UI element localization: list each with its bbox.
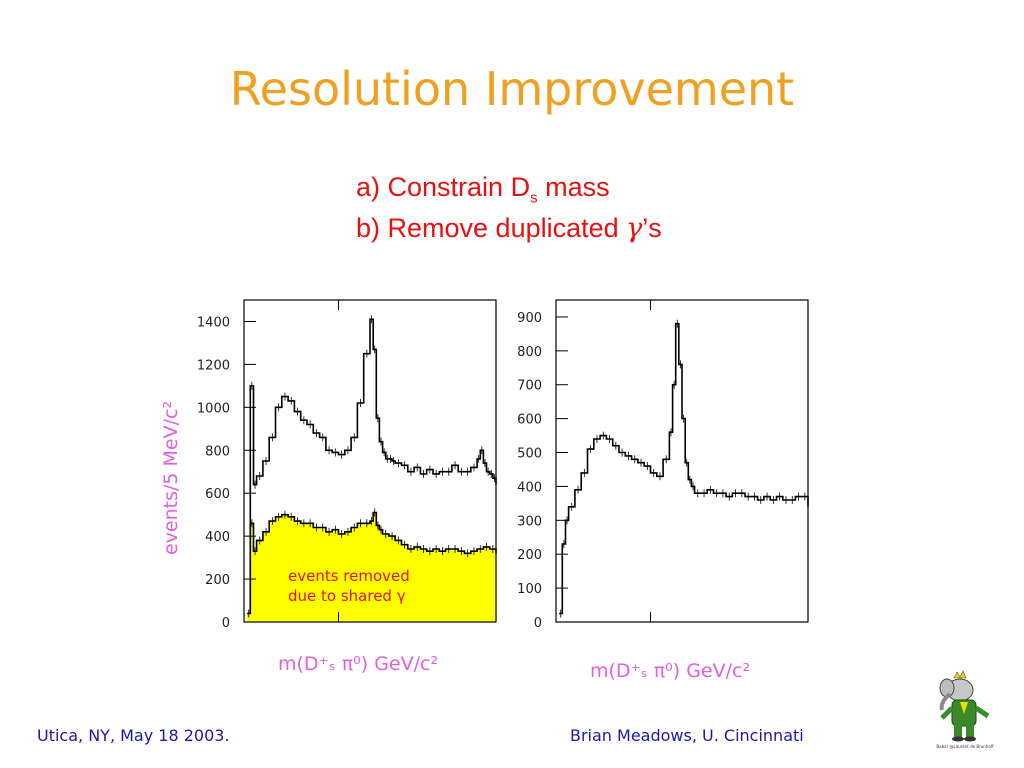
y-tick-label: 400 (517, 480, 542, 495)
removed-events-fill (247, 512, 496, 622)
subtitle-line-1-sub: s (530, 189, 538, 207)
footer-left: Utica, NY, May 18 2003. (37, 726, 230, 745)
subtitle-line-2-tail: ’s (642, 213, 662, 243)
slide-title: Resolution Improvement (229, 62, 795, 116)
y-tick-label: 400 (205, 530, 230, 545)
subtitle-line-2-symbol: γ (626, 213, 643, 244)
y-tick-label: 600 (517, 413, 542, 428)
right-histogram: 01002003004005006007008009002.252.5 (517, 299, 809, 630)
y-tick-label: 800 (517, 345, 542, 360)
y-tick-label: 1200 (197, 358, 230, 373)
subtitle-line-2: b) Remove duplicated γ’s (356, 213, 662, 244)
removed-events-annotation: events removed due to shared γ (288, 566, 410, 606)
annotation-line-1: events removed (288, 567, 410, 585)
left-x-axis-label: m(D⁺ₛ π⁰) GeV/c² (278, 653, 439, 675)
subtitle-line-1-text: a) Constrain D (356, 172, 531, 202)
y-tick-label: 0 (534, 616, 542, 630)
annotation-line-2: due to shared γ (288, 587, 406, 605)
right-plot-group: 01002003004005006007008009002.252.5 (517, 299, 809, 630)
series-line-0 (559, 322, 809, 615)
right-x-axis-label: m(D⁺ₛ π⁰) GeV/c² (590, 660, 751, 682)
y-tick-label: 200 (517, 548, 542, 563)
left-plot-group: 02004006008001000120014002.252.5 (197, 299, 497, 630)
y-tick-label: 900 (517, 311, 542, 326)
y-tick-label: 700 (517, 379, 542, 394)
y-tick-label: 100 (517, 582, 542, 597)
left-histogram: 02004006008001000120014002.252.5 (197, 299, 497, 630)
left-y-axis-label: events/5 MeV/c² (160, 401, 182, 555)
y-tick-label: 600 (205, 487, 230, 502)
babar-elephant-logo: Babar @Laurent de Brunhoff (936, 670, 994, 749)
y-tick-label: 1000 (197, 401, 230, 416)
plot-frame (243, 299, 497, 623)
plot-frame (555, 299, 809, 623)
subtitle-line-1: a) Constrain Ds mass (356, 172, 610, 206)
y-tick-label: 1400 (197, 315, 230, 330)
y-tick-label: 500 (517, 447, 542, 462)
subtitle-line-1-tail: mass (537, 172, 610, 202)
y-tick-label: 300 (517, 514, 542, 529)
y-tick-label: 800 (205, 444, 230, 459)
series-line-1 (247, 511, 497, 615)
logo-caption: Babar @Laurent de Brunhoff (936, 744, 993, 749)
y-tick-label: 0 (222, 616, 230, 630)
left-y-axis-label-text: events/5 MeV/c² (160, 400, 182, 555)
subtitle-line-2-text: b) Remove duplicated (356, 213, 627, 243)
y-tick-label: 200 (205, 573, 230, 588)
footer-right: Brian Meadows, U. Cincinnati (570, 726, 804, 745)
